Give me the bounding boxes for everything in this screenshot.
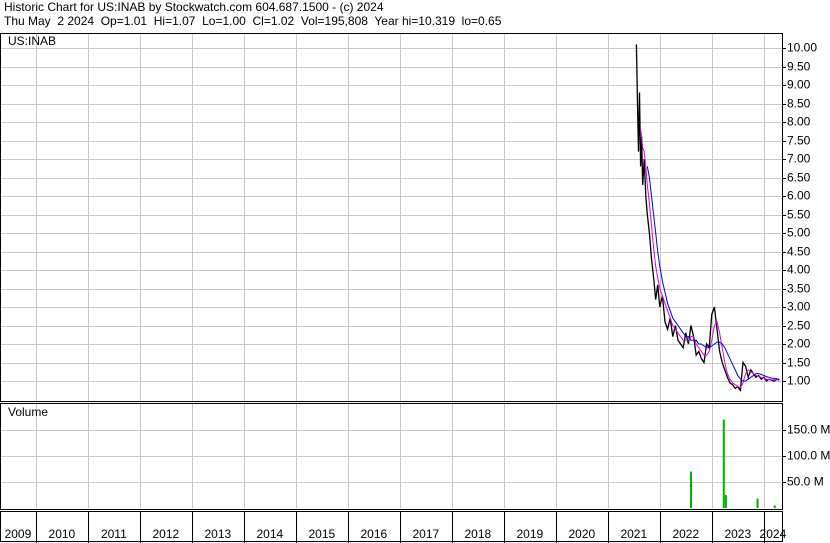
volume-bar bbox=[722, 419, 725, 508]
y-tick-label: 10.00 bbox=[787, 41, 817, 55]
x-axis-frame bbox=[0, 511, 783, 542]
y-tick-label: 50.0 M bbox=[787, 475, 824, 489]
x-tick-label: 2011 bbox=[101, 527, 127, 541]
y-tick-label: 5.50 bbox=[787, 208, 811, 222]
y-tick-label: 9.00 bbox=[787, 78, 811, 92]
price-line bbox=[646, 166, 780, 382]
volume-label: Volume bbox=[8, 405, 48, 419]
volume-bar bbox=[773, 505, 776, 508]
y-tick-label: 5.00 bbox=[787, 226, 811, 240]
x-tick-label: 2015 bbox=[308, 527, 335, 541]
y-tick-label: 4.50 bbox=[787, 245, 811, 259]
x-tick-label: 2016 bbox=[360, 527, 387, 541]
x-tick-label: 2024 bbox=[760, 527, 787, 541]
y-tick-label: 9.50 bbox=[787, 60, 811, 74]
x-tick-label: 2013 bbox=[205, 527, 232, 541]
x-tick-label: 2009 bbox=[5, 527, 32, 541]
x-tick-label: 2020 bbox=[568, 527, 595, 541]
y-tick-label: 1.00 bbox=[787, 374, 811, 388]
price-label: US:INAB bbox=[8, 34, 56, 48]
volume-bar bbox=[724, 495, 727, 508]
header-title: Historic Chart for US:INAB by Stockwatch… bbox=[4, 0, 384, 14]
volume-frame bbox=[0, 403, 783, 510]
y-tick-label: 7.00 bbox=[787, 152, 811, 166]
x-tick-label: 2017 bbox=[412, 527, 439, 541]
volume-bar bbox=[756, 498, 759, 508]
y-tick-label: 6.00 bbox=[787, 189, 811, 203]
y-tick-label: 7.50 bbox=[787, 134, 811, 148]
y-tick-label: 150.0 M bbox=[787, 423, 830, 437]
x-tick-label: 2010 bbox=[49, 527, 76, 541]
y-tick-label: 8.50 bbox=[787, 97, 811, 111]
volume-bar bbox=[690, 471, 693, 508]
y-tick-label: 4.00 bbox=[787, 263, 811, 277]
y-tick-label: 2.00 bbox=[787, 337, 811, 351]
y-tick-label: 3.50 bbox=[787, 282, 811, 296]
x-tick-label: 2022 bbox=[672, 527, 699, 541]
x-tick-label: 2019 bbox=[516, 527, 543, 541]
y-tick-label: 1.50 bbox=[787, 356, 811, 370]
x-tick-label: 2018 bbox=[464, 527, 491, 541]
y-tick-label: 8.00 bbox=[787, 115, 811, 129]
y-tick-label: 100.0 M bbox=[787, 449, 830, 463]
x-tick-label: 2021 bbox=[620, 527, 647, 541]
price-frame bbox=[0, 33, 783, 402]
header-quote: Thu May 2 2024 Op=1.01 Hi=1.07 Lo=1.00 C… bbox=[4, 14, 502, 28]
y-tick-label: 3.00 bbox=[787, 300, 811, 314]
x-tick-label: 2023 bbox=[724, 527, 751, 541]
y-tick-label: 2.50 bbox=[787, 319, 811, 333]
y-tick-label: 6.50 bbox=[787, 171, 811, 185]
x-tick-label: 2014 bbox=[257, 527, 284, 541]
x-tick-label: 2012 bbox=[153, 527, 180, 541]
